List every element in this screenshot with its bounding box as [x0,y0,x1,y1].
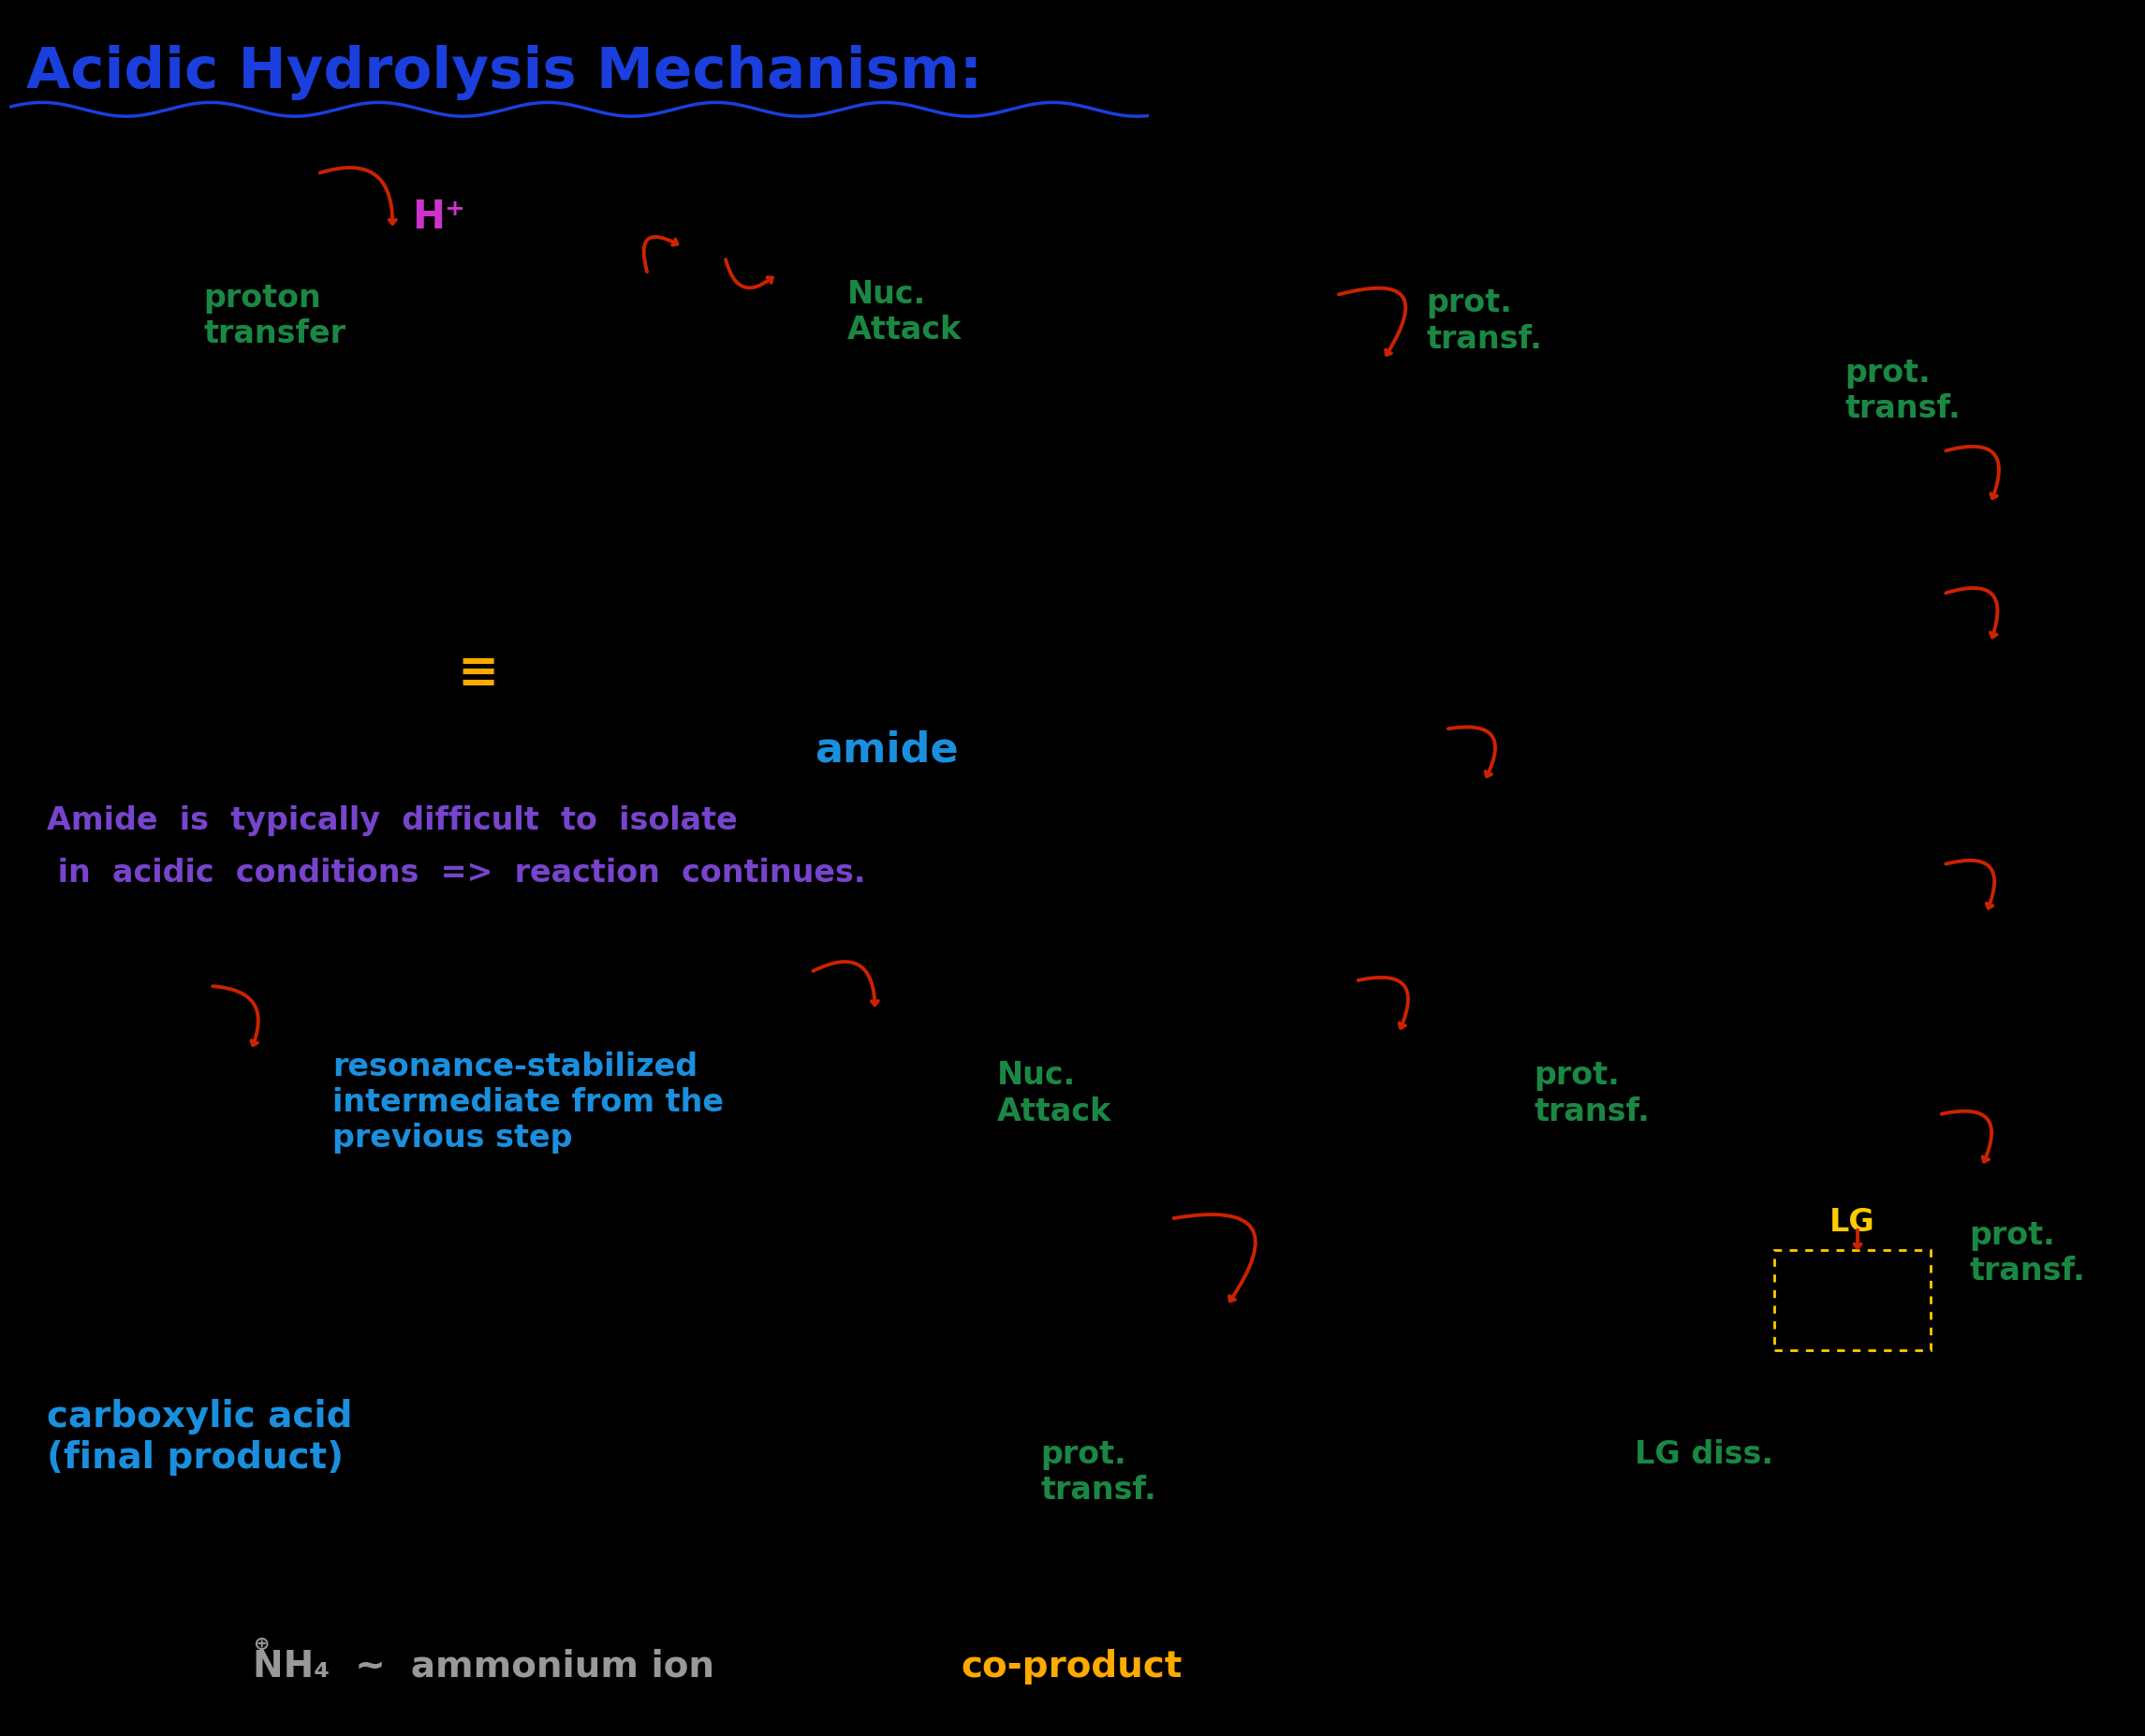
Text: co-product: co-product [961,1649,1182,1684]
Text: amide: amide [815,729,959,771]
Text: prot.
transf.: prot. transf. [1426,288,1542,354]
Text: carboxylic acid
(final product): carboxylic acid (final product) [47,1399,354,1476]
Text: ≡: ≡ [457,649,498,698]
Text: prot.
transf.: prot. transf. [1040,1439,1156,1505]
Text: resonance-stabilized
intermediate from the
previous step: resonance-stabilized intermediate from t… [332,1050,723,1154]
Bar [1774,1250,1930,1351]
Text: in  acidic  conditions  =>  reaction  continues.: in acidic conditions => reaction continu… [47,858,867,889]
Text: prot.
transf.: prot. transf. [1534,1061,1650,1127]
Text: prot.
transf.: prot. transf. [1969,1220,2085,1286]
Text: ⊕: ⊕ [253,1635,270,1653]
Text: H⁺: H⁺ [412,198,465,236]
Text: Nuc.
Attack: Nuc. Attack [847,279,961,345]
Text: LG diss.: LG diss. [1634,1439,1774,1470]
Text: Nuc.
Attack: Nuc. Attack [997,1061,1111,1127]
Text: NH₄  ~  ammonium ion: NH₄ ~ ammonium ion [253,1649,714,1684]
Text: LG: LG [1830,1207,1875,1238]
Text: prot.
transf.: prot. transf. [1845,358,1961,424]
Text: proton
transfer: proton transfer [204,283,345,349]
Text: Amide  is  typically  difficult  to  isolate: Amide is typically difficult to isolate [47,806,738,837]
Text: Acidic Hydrolysis Mechanism:: Acidic Hydrolysis Mechanism: [26,45,982,101]
